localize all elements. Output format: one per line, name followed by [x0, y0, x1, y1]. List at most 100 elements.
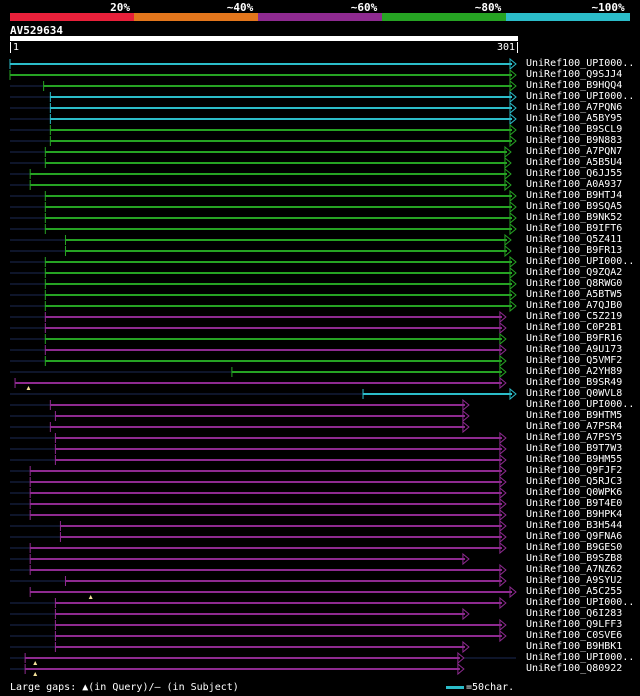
alignment-end-arrow-icon: [457, 662, 465, 676]
alignment-end-arrow-icon: [499, 354, 507, 368]
hit-label[interactable]: UniRef100_Q9SJJ4: [526, 69, 623, 80]
alignment-end-arrow-icon: [499, 442, 507, 456]
hit-label[interactable]: UniRef100_B9HQQ4: [526, 80, 623, 91]
hit-label[interactable]: UniRef100_Q9ZQA2: [526, 267, 623, 278]
alignment-end-arrow-icon: [499, 343, 507, 357]
hit-label[interactable]: UniRef100_Q0WVL8: [526, 388, 623, 399]
hit-label[interactable]: UniRef100_A9SYU2: [526, 575, 623, 586]
hit-label[interactable]: UniRef100_A5BY95: [526, 113, 623, 124]
hit-label[interactable]: UniRef100_B9FR16: [526, 333, 623, 344]
legend-segment: [134, 13, 258, 21]
hit-label[interactable]: UniRef100_A7PQN7: [526, 146, 623, 157]
hit-label[interactable]: UniRef100_B9SR49: [526, 377, 623, 388]
alignment-end-arrow-icon: [462, 607, 470, 621]
hit-label[interactable]: UniRef100_B9HM55: [526, 454, 623, 465]
legend-label: ~80%: [474, 1, 502, 14]
alignment-end-arrow-icon: [499, 376, 507, 390]
legend-segment: [382, 13, 506, 21]
hit-label[interactable]: UniRef100_Q9FNA6: [526, 531, 623, 542]
hit-label[interactable]: UniRef100_Q6I283: [526, 608, 623, 619]
hit-label[interactable]: UniRef100_B3H544: [526, 520, 623, 531]
hit-label[interactable]: UniRef100_B9IFT6: [526, 223, 623, 234]
alignment-end-arrow-icon: [509, 200, 517, 214]
alignment-end-arrow-icon: [509, 585, 517, 599]
alignment-end-arrow-icon: [504, 233, 512, 247]
alignment-end-arrow-icon: [504, 145, 512, 159]
alignment-end-arrow-icon: [499, 574, 507, 588]
alignment-end-arrow-icon: [509, 68, 517, 82]
hit-label[interactable]: UniRef100_UPI000..: [526, 58, 635, 69]
hit-label[interactable]: UniRef100_B9SZB8: [526, 553, 623, 564]
hit-label[interactable]: UniRef100_UPI000..: [526, 399, 635, 410]
hit-label[interactable]: UniRef100_B9FR13: [526, 245, 623, 256]
alignment-end-arrow-icon: [499, 475, 507, 489]
alignment-end-arrow-icon: [509, 211, 517, 225]
hit-label[interactable]: UniRef100_A5BTW5: [526, 289, 623, 300]
alignment-end-arrow-icon: [499, 332, 507, 346]
hit-label[interactable]: UniRef100_Q6JJ55: [526, 168, 623, 179]
alignment-end-arrow-icon: [509, 288, 517, 302]
hit-label[interactable]: UniRef100_B9HTM5: [526, 410, 623, 421]
alignment-end-arrow-icon: [509, 189, 517, 203]
hit-label[interactable]: UniRef100_B9HPK4: [526, 509, 623, 520]
query-gap-icon: [88, 595, 93, 599]
hit-label[interactable]: UniRef100_UPI000..: [526, 91, 635, 102]
alignment-end-arrow-icon: [504, 178, 512, 192]
hit-label[interactable]: UniRef100_B9SQA5: [526, 201, 623, 212]
hit-label[interactable]: UniRef100_A7PQN6: [526, 102, 623, 113]
legend-segment: [506, 13, 630, 21]
alignment-end-arrow-icon: [509, 266, 517, 280]
alignment-end-arrow-icon: [499, 629, 507, 643]
alignment-end-arrow-icon: [499, 519, 507, 533]
hit-label[interactable]: UniRef100_UPI000..: [526, 597, 635, 608]
alignment-end-arrow-icon: [499, 321, 507, 335]
query-id: AV529634: [10, 24, 63, 37]
hit-label[interactable]: UniRef100_C5Z219: [526, 311, 623, 322]
hit-label[interactable]: UniRef100_A5C255: [526, 586, 623, 597]
alignment-end-arrow-icon: [499, 508, 507, 522]
hit-label[interactable]: UniRef100_Q8RWG0: [526, 278, 623, 289]
alignment-end-arrow-icon: [504, 156, 512, 170]
hit-label[interactable]: UniRef100_B9HTJ4: [526, 190, 623, 201]
hit-label[interactable]: UniRef100_A7PSY5: [526, 432, 623, 443]
hit-label[interactable]: UniRef100_B9T4E0: [526, 498, 623, 509]
legend-segment: [258, 13, 382, 21]
hit-label[interactable]: UniRef100_B9HBK1: [526, 641, 623, 652]
alignment-end-arrow-icon: [509, 387, 517, 401]
alignment-end-arrow-icon: [509, 255, 517, 269]
hit-label[interactable]: UniRef100_A7QJB0: [526, 300, 623, 311]
hit-label[interactable]: UniRef100_A7NZ62: [526, 564, 623, 575]
alignment-end-arrow-icon: [462, 409, 470, 423]
scale-legend: =50char.: [446, 682, 514, 693]
alignment-end-arrow-icon: [499, 310, 507, 324]
hit-label[interactable]: UniRef100_Q0WPK6: [526, 487, 623, 498]
hit-label[interactable]: UniRef100_Q5Z411: [526, 234, 623, 245]
alignment-end-arrow-icon: [509, 123, 517, 137]
hit-label[interactable]: UniRef100_Q9LFF3: [526, 619, 623, 630]
hit-label[interactable]: UniRef100_UPI000..: [526, 256, 635, 267]
hit-label[interactable]: UniRef100_Q80922: [526, 663, 623, 674]
hit-label[interactable]: UniRef100_A2YH89: [526, 366, 623, 377]
hit-label[interactable]: UniRef100_A7PSR4: [526, 421, 623, 432]
hit-label[interactable]: UniRef100_A0A937: [526, 179, 623, 190]
hit-label[interactable]: UniRef100_Q5RJC3: [526, 476, 623, 487]
hit-label[interactable]: UniRef100_C0SVE6: [526, 630, 623, 641]
alignment-end-arrow-icon: [499, 453, 507, 467]
hit-label[interactable]: UniRef100_B9T7W3: [526, 443, 623, 454]
hit-label[interactable]: UniRef100_Q5VMF2: [526, 355, 623, 366]
hit-label[interactable]: UniRef100_A9U173: [526, 344, 623, 355]
hit-label[interactable]: UniRef100_B9N883: [526, 135, 623, 146]
alignment-end-arrow-icon: [462, 640, 470, 654]
query-gap-icon: [33, 672, 38, 676]
hit-label[interactable]: UniRef100_UPI000..: [526, 652, 635, 663]
hit-label[interactable]: UniRef100_C0P2B1: [526, 322, 623, 333]
alignment-end-arrow-icon: [457, 651, 465, 665]
hit-label[interactable]: UniRef100_B9GES0: [526, 542, 623, 553]
query-gap-icon: [33, 661, 38, 665]
alignment-end-arrow-icon: [499, 541, 507, 555]
hit-label[interactable]: UniRef100_B9SCL9: [526, 124, 623, 135]
hit-label[interactable]: UniRef100_B9NK52: [526, 212, 623, 223]
hit-label[interactable]: UniRef100_A5B5U4: [526, 157, 623, 168]
hit-label[interactable]: UniRef100_Q9FJF2: [526, 465, 623, 476]
alignment-end-arrow-icon: [499, 497, 507, 511]
